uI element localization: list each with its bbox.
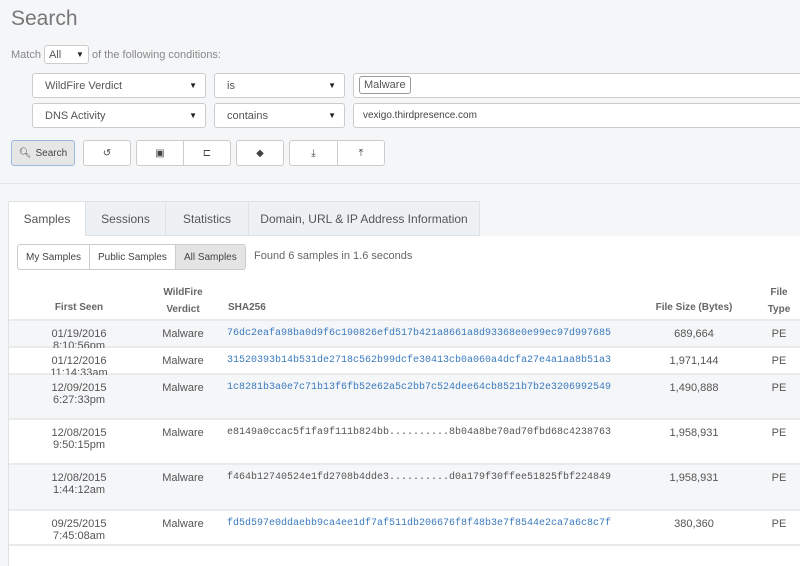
verdict-cell: Malware	[162, 328, 204, 340]
table-row[interactable]: 12/08/2015 9:50:15pm Malware e8149a0ccac5f…	[9, 420, 800, 465]
header-sha256[interactable]: SHA256	[228, 302, 266, 313]
filter-all-samples[interactable]: All Samples	[175, 245, 245, 269]
upload-icon: ⤒	[358, 147, 364, 159]
value-tag[interactable]: Malware	[359, 76, 411, 94]
sha256-cell[interactable]: 76dc2eafa98ba0d9f6c190826efd517b421a8661…	[227, 328, 612, 339]
condition-2-value[interactable]	[353, 103, 800, 128]
sha256-cell[interactable]: 1c8281b3a0e7c71b13f6fb52e62a5c2bb7c524de…	[227, 382, 612, 393]
match-select[interactable]: All ▼	[43, 45, 89, 64]
first-seen-cell: 12/08/2015 1:44:12am	[51, 472, 107, 496]
file-size-cell: 380,360	[674, 518, 714, 530]
table-row[interactable]: 12/09/2015 6:27:33pm Malware 1c8281b3a0e7c…	[9, 375, 800, 420]
header-first-seen[interactable]: First Seen	[54, 302, 104, 313]
tab-samples[interactable]: Samples	[8, 201, 86, 236]
condition-2-operator[interactable]: contains ▼	[214, 103, 345, 128]
chevron-down-icon: ▼	[189, 111, 197, 120]
verdict-cell: Malware	[162, 427, 204, 439]
condition-1-field[interactable]: WildFire Verdict ▼	[32, 73, 206, 98]
match-label: Match	[11, 48, 41, 61]
match-suffix: of the following conditions:	[91, 48, 221, 61]
chevron-down-icon: ▼	[328, 81, 336, 90]
file-type-cell: PE	[771, 355, 787, 367]
download-icon: ⤓	[311, 147, 316, 159]
file-size-cell: 1,958,931	[669, 427, 719, 439]
table-header: First Seen WildFire Verdict SHA256 File …	[9, 280, 800, 321]
condition-1-value[interactable]: Malware	[353, 73, 800, 98]
tags-icon: ◆	[256, 147, 264, 159]
upload-button[interactable]: ⤒	[337, 140, 385, 166]
match-row: Match All ▼ of the following conditions:	[11, 45, 221, 64]
search-button[interactable]: 🔍︎ Search	[11, 140, 75, 166]
header-verdict[interactable]: WildFire Verdict	[163, 287, 203, 315]
history-icon: ↺	[102, 147, 112, 159]
field-value: DNS Activity	[45, 109, 106, 122]
sha256-cell[interactable]: 31520393b14b531de2718c562b99dcfe30413cb0…	[227, 355, 612, 366]
file-type-cell: PE	[771, 472, 787, 484]
save-button[interactable]: ▣	[136, 140, 184, 166]
page-title: Search	[11, 7, 78, 30]
condition-1-operator[interactable]: is ▼	[214, 73, 345, 98]
file-type-cell: PE	[771, 382, 787, 394]
tab-domain-url-ip[interactable]: Domain, URL & IP Address Information	[249, 201, 480, 236]
table-row[interactable]: 01/19/2016 8:10:56pm Malware 76dc2eafa98ba…	[9, 321, 800, 352]
table-row[interactable]: 09/25/2015 7:45:08am Malware fd5d597e0ddae…	[9, 511, 800, 546]
sha256-cell: e8149a0ccac5f1fa9f111b824bb..........8b0…	[227, 427, 612, 438]
tags-button[interactable]: ◆	[236, 140, 284, 166]
match-value: All	[48, 48, 62, 61]
folder-open-icon: ⊏	[202, 147, 212, 159]
search-icon: 🔍︎	[18, 147, 32, 159]
divider	[0, 183, 800, 184]
header-file-size[interactable]: File Size (Bytes)	[655, 302, 733, 313]
condition-2-field[interactable]: DNS Activity ▼	[32, 103, 206, 128]
chevron-down-icon: ▼	[189, 81, 197, 90]
download-button[interactable]: ⤓	[289, 140, 338, 166]
tab-bar: Samples Sessions Statistics Domain, URL …	[8, 201, 480, 236]
samples-panel: My Samples Public Samples All Samples Fo…	[8, 236, 800, 566]
result-summary: Found 6 samples in 1.6 seconds	[254, 250, 413, 262]
history-button[interactable]: ↺	[83, 140, 131, 166]
first-seen-cell: 12/08/2015 9:50:15pm	[51, 427, 107, 451]
first-seen-cell: 12/09/2015 6:27:33pm	[51, 382, 107, 406]
filter-public-samples[interactable]: Public Samples	[90, 245, 176, 269]
file-size-cell: 689,664	[674, 328, 714, 340]
chevron-down-icon: ▼	[328, 111, 336, 120]
file-size-cell: 1,490,888	[669, 382, 719, 394]
sha256-cell: f464b12740524e1fd2708b4dde3..........d0a…	[227, 472, 612, 483]
file-size-cell: 1,971,144	[669, 355, 719, 367]
operator-value: contains	[227, 109, 268, 122]
file-size-cell: 1,958,931	[669, 472, 719, 484]
tab-statistics[interactable]: Statistics	[166, 201, 249, 236]
operator-value: is	[227, 79, 235, 92]
file-type-cell: PE	[771, 518, 787, 530]
field-value: WildFire Verdict	[45, 79, 123, 92]
search-label: Search	[35, 147, 68, 159]
chevron-down-icon: ▼	[76, 50, 84, 59]
table-row[interactable]: 12/08/2015 1:44:12am Malware f464b12740524…	[9, 465, 800, 511]
verdict-cell: Malware	[162, 472, 204, 484]
file-type-cell: PE	[771, 328, 787, 340]
verdict-cell: Malware	[162, 382, 204, 394]
sha256-cell[interactable]: fd5d597e0ddaebb9ca4ee1df7af511db206676f8…	[227, 518, 612, 529]
open-button[interactable]: ⊏	[183, 140, 231, 166]
filter-my-samples[interactable]: My Samples	[18, 245, 91, 269]
save-icon: ▣	[155, 147, 165, 159]
file-type-cell: PE	[771, 427, 787, 439]
verdict-cell: Malware	[162, 355, 204, 367]
verdict-cell: Malware	[162, 518, 204, 530]
tab-sessions[interactable]: Sessions	[86, 201, 166, 236]
table-row[interactable]: 01/12/2016 11:14:33am Malware 31520393b14b…	[9, 348, 800, 379]
sample-filter: My Samples Public Samples All Samples	[17, 244, 246, 270]
first-seen-cell: 09/25/2015 7:45:08am	[51, 518, 107, 542]
header-file-type[interactable]: File Type	[767, 287, 791, 315]
